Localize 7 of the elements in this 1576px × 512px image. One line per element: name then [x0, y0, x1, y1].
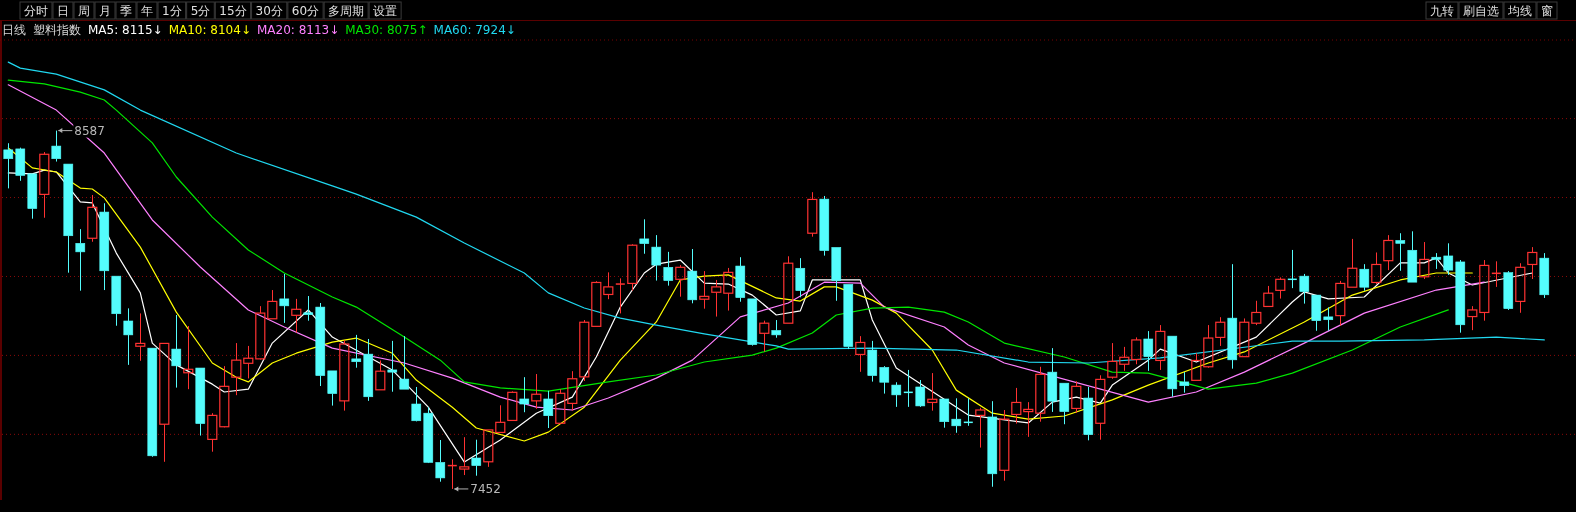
chart-title: 日线: [2, 23, 26, 37]
annotation: 7452: [470, 481, 501, 496]
note: 8587: [57, 123, 106, 138]
annotation: 8587: [74, 123, 105, 138]
toolbar: 分时 日 周 月 季 年 1分 5分 15分 30分 60分 多周期 设置 九转 刷自选 均线 窗: [0, 1, 1576, 21]
legend: MA5: 8115↓ MA10: 8104↓ MA20: 8113↓ MA30: 8075↑ MA60: 7924↓: [88, 23, 516, 37]
chart-subtitle: 塑料指数: [33, 23, 81, 37]
